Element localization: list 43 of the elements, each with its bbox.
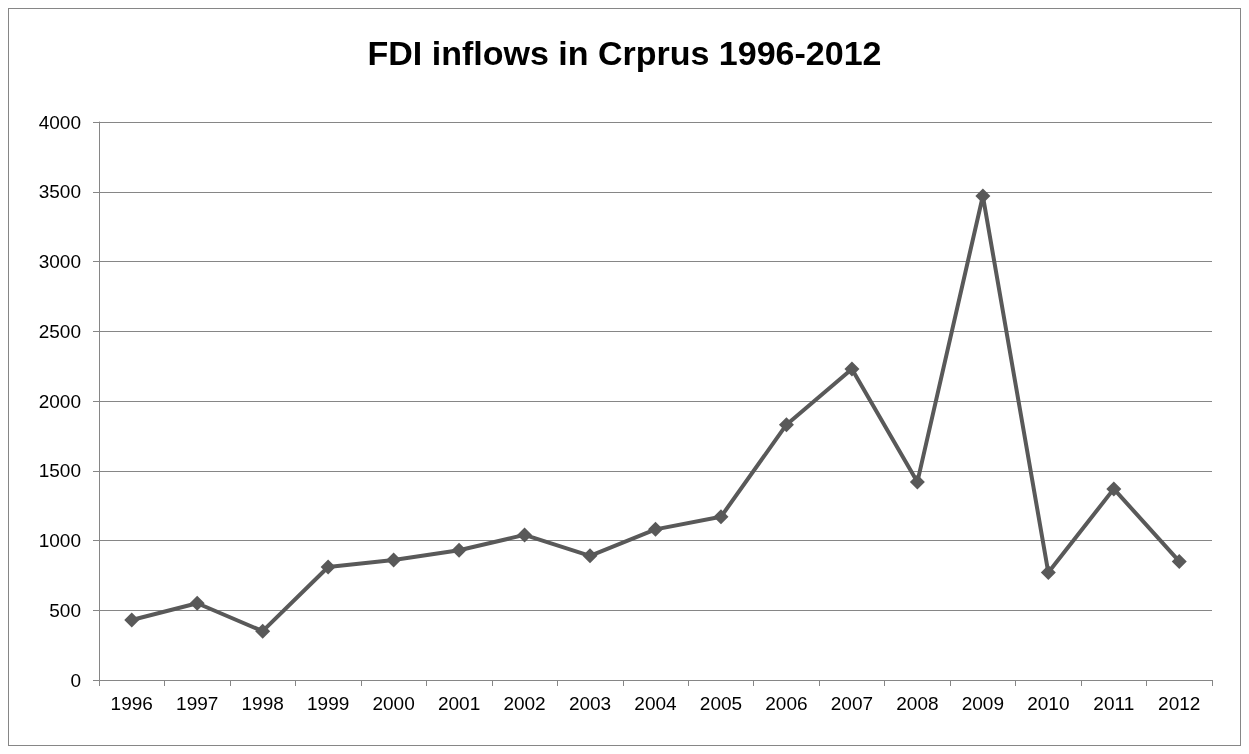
point [844, 361, 860, 377]
point [386, 552, 402, 568]
y-tick-label: 1500 [38, 460, 81, 482]
point [582, 548, 598, 564]
y-tick-label: 1000 [38, 530, 81, 551]
point [124, 612, 140, 628]
x-tick-label: 1998 [241, 693, 284, 714]
point [451, 542, 467, 558]
x-tick-label: 2000 [372, 693, 415, 714]
point [320, 559, 336, 575]
x-tick-label: 2003 [568, 693, 612, 714]
x-tick-label: 1996 [110, 693, 153, 714]
y-tick-label: 0 [70, 669, 81, 691]
point [1040, 565, 1056, 581]
x-tick-label: 1997 [176, 693, 219, 714]
x-tick-label: 2009 [961, 693, 1004, 714]
y-tick-label: 4000 [38, 111, 81, 133]
x-tick-label: 2011 [1093, 693, 1135, 714]
y-tick-label: 2000 [38, 390, 81, 412]
y-tick-label: 500 [49, 599, 81, 621]
x-tick-label: 2007 [830, 693, 874, 714]
x-tick-label: 1999 [307, 693, 350, 714]
point [1171, 553, 1187, 569]
chart-title: FDI inflows in Crprus 1996-2012 [367, 34, 882, 72]
x-tick-label: 2005 [699, 693, 743, 714]
y-tick-label: 3500 [38, 181, 81, 203]
y-tick-label: 3000 [38, 251, 81, 272]
x-tick-label: 2002 [503, 693, 546, 714]
point [1106, 481, 1122, 497]
point [909, 474, 925, 490]
x-tick-label: 2006 [765, 693, 808, 714]
x-tick-label: 2010 [1027, 693, 1070, 714]
point [189, 595, 205, 611]
x-tick-label: 2001 [437, 693, 481, 714]
point [778, 417, 794, 433]
y-tick-label: 2500 [38, 320, 81, 342]
point [517, 527, 533, 543]
point [713, 509, 729, 525]
x-tick-label: 2008 [896, 693, 939, 714]
point [255, 623, 271, 639]
x-tick-label: 2012 [1158, 693, 1201, 714]
x-tick-label: 2004 [634, 693, 678, 714]
point [648, 521, 663, 537]
